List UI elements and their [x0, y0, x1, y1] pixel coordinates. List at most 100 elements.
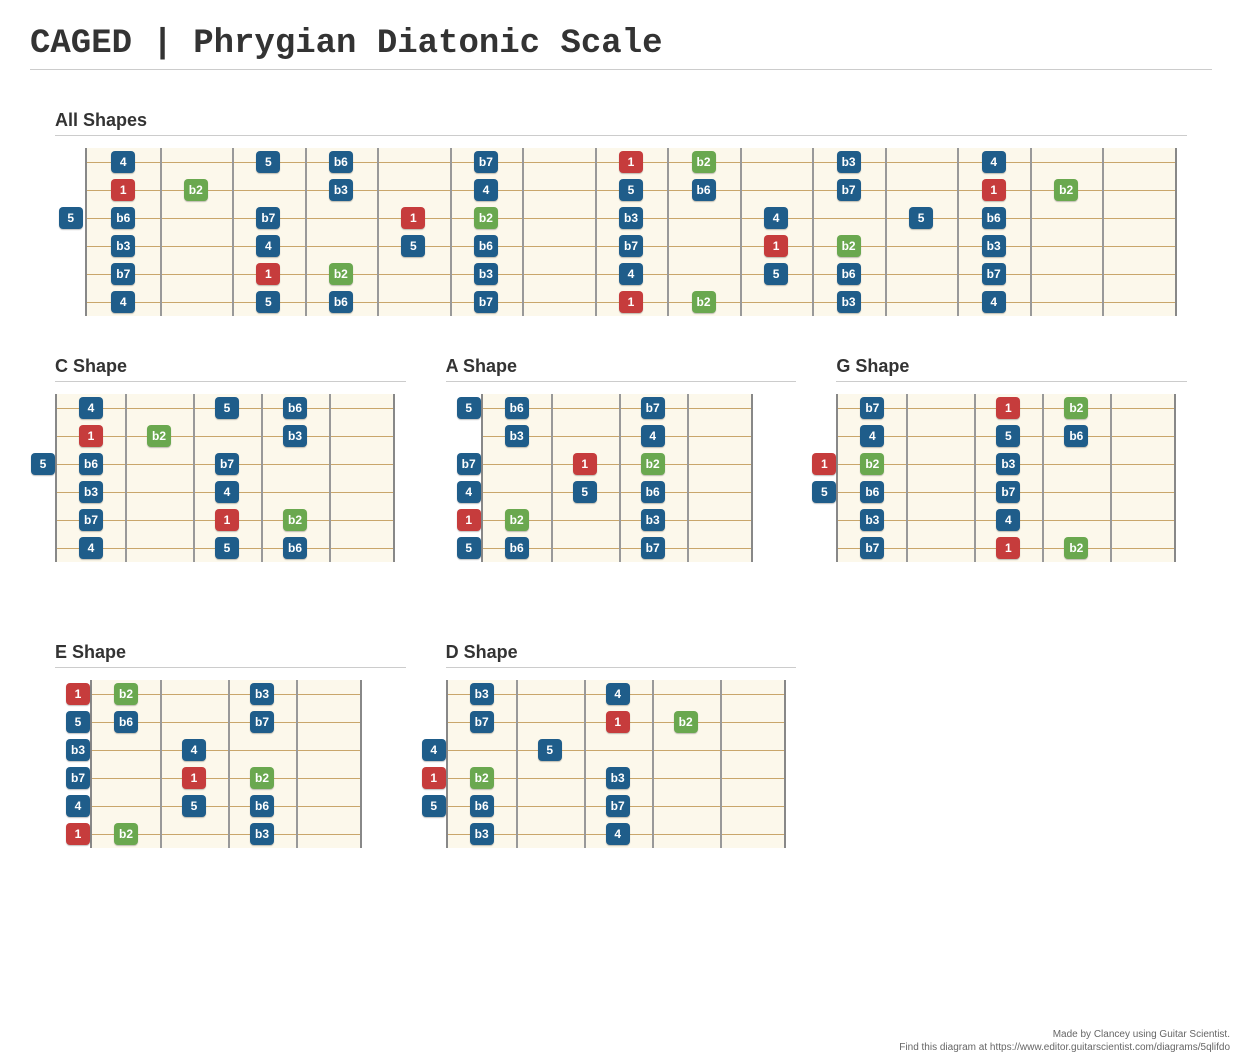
note-1: 1	[606, 711, 630, 733]
note-4: 4	[182, 739, 206, 761]
note-b6: b6	[329, 291, 353, 313]
note-4: 4	[860, 425, 884, 447]
note-b3: b3	[860, 509, 884, 531]
note-4: 4	[215, 481, 239, 503]
note-b6: b6	[505, 397, 529, 419]
fret-line	[720, 680, 722, 848]
note-b3: b3	[250, 823, 274, 845]
fret-line	[522, 148, 524, 316]
page-title: CAGED | Phrygian Diatonic Scale	[30, 25, 1212, 63]
string-line	[448, 750, 784, 751]
fret-line	[595, 148, 597, 316]
note-4: 4	[982, 151, 1006, 173]
fret-line	[160, 680, 162, 848]
fret-line	[687, 394, 689, 562]
a-shape-section: A Shape5b6b7b34b71b245b61b2b35b6b7	[446, 356, 797, 562]
section-rule	[55, 381, 406, 382]
note-b7: b7	[79, 509, 103, 531]
note-5: 5	[215, 397, 239, 419]
note-4: 4	[606, 683, 630, 705]
section-rule	[446, 381, 797, 382]
note-b2: b2	[692, 291, 716, 313]
note-b7: b7	[860, 397, 884, 419]
note-4: 4	[66, 795, 90, 817]
note-5: 5	[573, 481, 597, 503]
note-b2: b2	[674, 711, 698, 733]
fret-line	[1042, 394, 1044, 562]
note-4: 4	[474, 179, 498, 201]
fret-line	[329, 394, 331, 562]
fret-line	[812, 148, 814, 316]
fret-line	[974, 394, 976, 562]
note-b7: b7	[256, 207, 280, 229]
note-b3: b3	[474, 263, 498, 285]
note-b3: b3	[641, 509, 665, 531]
g-shape-fretboard: b71b245b61b2b35b6b7b34b71b2	[836, 394, 1176, 562]
note-1: 1	[764, 235, 788, 257]
note-1: 1	[111, 179, 135, 201]
note-1: 1	[573, 453, 597, 475]
string-line	[483, 464, 751, 465]
note-b3: b3	[837, 151, 861, 173]
note-4: 4	[111, 291, 135, 313]
note-b6: b6	[329, 151, 353, 173]
note-1: 1	[182, 767, 206, 789]
note-b2: b2	[114, 823, 138, 845]
d-shape-section: D Shapeb34b71b2451b2b35b6b7b34	[446, 642, 797, 848]
note-4: 4	[996, 509, 1020, 531]
note-b6: b6	[641, 481, 665, 503]
note-b6: b6	[283, 537, 307, 559]
note-5: 5	[31, 453, 55, 475]
all-shapes-title: All Shapes	[55, 110, 1187, 131]
note-b2: b2	[470, 767, 494, 789]
fret-line	[296, 680, 298, 848]
note-1: 1	[457, 509, 481, 531]
note-b2: b2	[860, 453, 884, 475]
a-shape-title: A Shape	[446, 356, 797, 377]
note-b7: b7	[215, 453, 239, 475]
note-b7: b7	[606, 795, 630, 817]
note-1: 1	[215, 509, 239, 531]
note-b7: b7	[641, 397, 665, 419]
fret-line	[516, 680, 518, 848]
note-b2: b2	[114, 683, 138, 705]
note-b7: b7	[457, 453, 481, 475]
e-shape-title: E Shape	[55, 642, 406, 663]
d-shape-fretboard: b34b71b2451b2b35b6b7b34	[446, 680, 786, 848]
fret-line	[125, 394, 127, 562]
fret-line	[652, 680, 654, 848]
note-1: 1	[996, 397, 1020, 419]
footer-line2: Find this diagram at https://www.editor.…	[899, 1041, 1230, 1054]
note-b6: b6	[250, 795, 274, 817]
note-b3: b3	[470, 823, 494, 845]
section-rule	[55, 667, 406, 668]
note-b7: b7	[996, 481, 1020, 503]
e-shape-fretboard: 1b2b35b6b7b34b71b245b61b2b3	[90, 680, 362, 848]
note-b6: b6	[470, 795, 494, 817]
note-4: 4	[982, 291, 1006, 313]
note-b2: b2	[692, 151, 716, 173]
note-1: 1	[812, 453, 836, 475]
note-b3: b3	[837, 291, 861, 313]
note-1: 1	[79, 425, 103, 447]
fret-line	[584, 680, 586, 848]
note-b3: b3	[470, 683, 494, 705]
note-4: 4	[111, 151, 135, 173]
note-b3: b3	[982, 235, 1006, 257]
note-1: 1	[256, 263, 280, 285]
note-b6: b6	[1064, 425, 1088, 447]
note-b3: b3	[329, 179, 353, 201]
fret-line	[261, 394, 263, 562]
section-rule	[836, 381, 1187, 382]
note-b3: b3	[111, 235, 135, 257]
fret-line	[377, 148, 379, 316]
note-1: 1	[401, 207, 425, 229]
note-b6: b6	[982, 207, 1006, 229]
note-5: 5	[256, 291, 280, 313]
note-b6: b6	[114, 711, 138, 733]
c-shape-fretboard: 45b61b2b35b6b7b34b71b245b6	[55, 394, 395, 562]
note-4: 4	[457, 481, 481, 503]
note-4: 4	[641, 425, 665, 447]
note-b7: b7	[66, 767, 90, 789]
fret-line	[450, 148, 452, 316]
